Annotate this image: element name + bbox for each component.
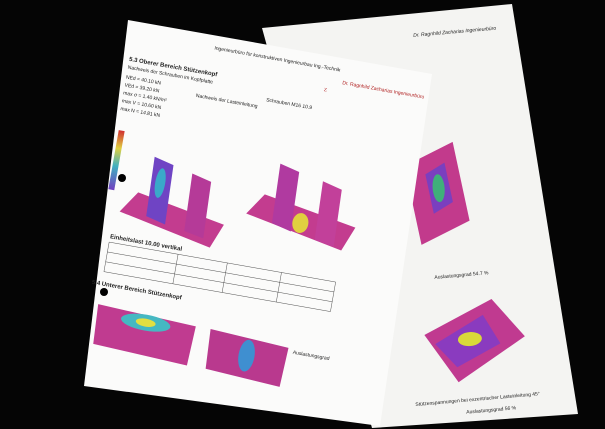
fea-1 [108, 130, 224, 248]
fea-4 [205, 329, 289, 387]
fea-3 [93, 304, 196, 366]
fea-2 [246, 163, 356, 251]
back-fea-1 [404, 141, 470, 245]
punch-hole [100, 288, 108, 296]
back-footer: Auslastungsgrad 56 % [466, 405, 517, 415]
back-fea-2 [424, 299, 525, 383]
logo: Z [323, 88, 327, 93]
table [103, 241, 336, 312]
punch-hole [118, 174, 126, 182]
back-util: Auslastungsgrad 54.7 % [434, 270, 489, 281]
